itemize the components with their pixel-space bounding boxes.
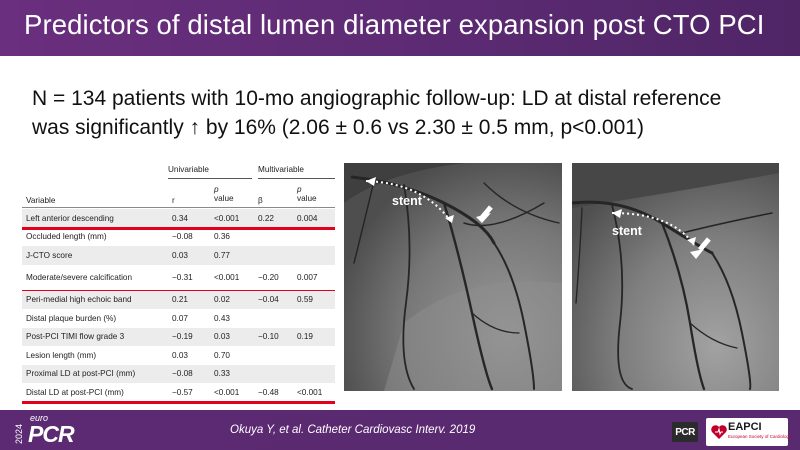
table-row: Distal plaque burden (%) 0.07 0.43 bbox=[22, 309, 335, 328]
highlight-line bbox=[22, 400, 335, 404]
cell-p: 0.03 bbox=[214, 332, 230, 342]
cell-variable: Occluded length (mm) bbox=[26, 232, 107, 242]
cell-beta: −0.10 bbox=[258, 332, 279, 342]
cell-multivariable-p bbox=[297, 365, 333, 384]
angiogram-follow-up-image bbox=[572, 163, 779, 391]
summary-line-1: N = 134 patients with 10-mo angiographic… bbox=[32, 87, 722, 110]
cell-multivariable-p bbox=[297, 309, 333, 328]
cell-r: 0.21 bbox=[172, 295, 188, 305]
cell-r: −0.08 bbox=[172, 369, 193, 379]
cell-multivariable-p: 0.19 bbox=[297, 332, 313, 342]
table-row: Peri-medial high echoic band 0.21 0.02 −0.0… bbox=[22, 290, 335, 309]
stent-label-right: stent bbox=[612, 224, 642, 238]
summary-line-2: was significantly ↑ by 16% (2.06 ± 0.6 v… bbox=[32, 116, 644, 139]
cell-variable: Peri-medial high echoic band bbox=[26, 295, 132, 305]
group-multivariable-rule bbox=[258, 178, 335, 179]
cell-beta bbox=[258, 246, 290, 265]
cell-beta bbox=[258, 309, 290, 328]
table-row: Post-PCI TIMI flow grade 3 −0.19 0.03 −0.10… bbox=[22, 327, 335, 346]
citation: Okuya Y, et al. Catheter Cardiovasc Inte… bbox=[230, 424, 476, 436]
cell-p: <0.001 bbox=[214, 213, 240, 223]
logo-pcr: PCR bbox=[28, 421, 75, 447]
title-bar bbox=[0, 0, 800, 56]
eapci-badge bbox=[706, 418, 788, 446]
cell-r: 0.03 bbox=[172, 350, 188, 360]
cell-p: 0.77 bbox=[214, 250, 230, 260]
cell-variable: Distal plaque burden (%) bbox=[26, 313, 117, 323]
pcr-badge: PCR bbox=[672, 422, 698, 442]
footer-bar bbox=[0, 410, 800, 450]
cell-beta: 0.22 bbox=[258, 213, 274, 223]
cell-beta: −0.20 bbox=[258, 273, 279, 282]
table-row: Distal LD at post-PCI (mm) −0.57 <0.001 −0.… bbox=[22, 383, 335, 402]
cell-p: <0.001 bbox=[214, 387, 240, 397]
table-row: J-CTO score 0.03 0.77 bbox=[22, 246, 335, 265]
cell-beta bbox=[258, 228, 290, 247]
cell-variable: Left anterior descending bbox=[26, 213, 114, 223]
group-multivariable: Multivariable bbox=[258, 165, 304, 174]
slide-title: Predictors of distal lumen diameter expa… bbox=[24, 9, 765, 40]
cell-p: 0.70 bbox=[214, 350, 230, 360]
cell-multivariable-p bbox=[297, 246, 333, 265]
cell-r: −0.57 bbox=[172, 387, 193, 397]
cell-p: 0.36 bbox=[214, 232, 230, 242]
cell-r: −0.19 bbox=[172, 332, 193, 342]
summary-text: N = 134 patients with 10-mo angiographic… bbox=[32, 84, 782, 142]
logo-year: 2024 bbox=[14, 424, 24, 444]
header-rule bbox=[22, 207, 335, 208]
header-p-bottom: value bbox=[214, 194, 234, 203]
table-row: Occluded length (mm) −0.08 0.36 bbox=[22, 228, 335, 247]
header-mp-bottom: value bbox=[297, 194, 317, 203]
cell-beta: −0.04 bbox=[258, 295, 279, 305]
header-beta: β bbox=[258, 196, 263, 205]
cell-multivariable-p: 0.59 bbox=[297, 295, 313, 305]
cell-variable: Proximal LD at post-PCI (mm) bbox=[26, 369, 136, 379]
cell-variable: Distal LD at post-PCI (mm) bbox=[26, 387, 124, 397]
angiogram-follow-up: stent bbox=[572, 163, 779, 391]
cell-r: −0.08 bbox=[172, 232, 193, 242]
cell-r: −0.31 bbox=[172, 273, 193, 282]
cell-variable: Lesion length (mm) bbox=[26, 350, 97, 360]
cell-p: 0.02 bbox=[214, 295, 230, 305]
header-p-top: p bbox=[214, 185, 219, 194]
logo-year-mark: 2024 bbox=[14, 424, 24, 444]
cell-r: 0.34 bbox=[172, 213, 188, 223]
angiogram-post-pci-image bbox=[344, 163, 562, 391]
highlight-line bbox=[22, 226, 335, 230]
header-variable: Variable bbox=[26, 196, 56, 205]
header-r: r bbox=[172, 196, 175, 205]
table-row: Lesion length (mm) 0.03 0.70 bbox=[22, 346, 335, 365]
cell-p: <0.001 bbox=[214, 273, 240, 282]
group-univariable-rule bbox=[168, 178, 252, 179]
cell-multivariable-p bbox=[297, 346, 333, 365]
heart-icon bbox=[711, 425, 727, 439]
cell-multivariable-p: <0.001 bbox=[297, 387, 323, 397]
table-row: Proximal LD at post-PCI (mm) −0.08 0.33 bbox=[22, 364, 335, 384]
eapci-name: EAPCI bbox=[728, 421, 762, 433]
cell-variable: J-CTO score bbox=[26, 250, 73, 260]
cell-p: 0.33 bbox=[214, 369, 230, 379]
cell-beta bbox=[258, 365, 290, 384]
group-univariable: Univariable bbox=[168, 165, 209, 174]
table-row: Left anterior descending 0.34 <0.001 0.22 0.… bbox=[22, 209, 335, 228]
cell-r: 0.07 bbox=[172, 313, 188, 323]
cell-multivariable-p bbox=[297, 228, 333, 247]
table-row: Moderate/severe calcification −0.31 <0.001… bbox=[22, 265, 335, 291]
angiogram-post-pci: stent bbox=[344, 163, 562, 391]
cell-beta: −0.48 bbox=[258, 387, 279, 397]
cell-variable: Moderate/severe calcification bbox=[26, 273, 133, 282]
predictors-table: Univariable Multivariable Variable r p v… bbox=[22, 163, 335, 404]
cell-multivariable-p: 0.004 bbox=[297, 213, 318, 223]
logo-euro: euro bbox=[30, 413, 49, 423]
cell-p: 0.43 bbox=[214, 313, 230, 323]
cell-multivariable-p: 0.007 bbox=[297, 273, 318, 282]
cell-r: 0.03 bbox=[172, 250, 188, 260]
cell-beta bbox=[258, 346, 290, 365]
stent-label-left: stent bbox=[392, 194, 422, 208]
eapci-subtitle: European Society of Cardiology bbox=[728, 434, 792, 439]
cell-variable: Post-PCI TIMI flow grade 3 bbox=[26, 332, 125, 342]
header-mp-top: p bbox=[297, 185, 302, 194]
